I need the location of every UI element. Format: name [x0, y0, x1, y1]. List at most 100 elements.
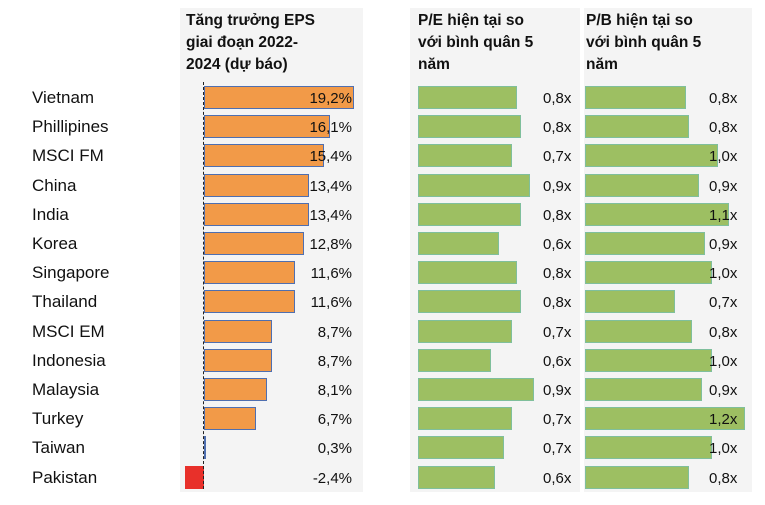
pe-value-korea: 0,6x	[543, 236, 572, 253]
pe-value-china: 0,9x	[543, 177, 572, 195]
eps-header-line-3: 2024 (dự báo)	[186, 56, 288, 73]
pb-value-taiwan: 1,0x	[709, 440, 738, 458]
pe-bar-indonesia	[418, 348, 491, 372]
eps-zero-axis	[203, 82, 204, 489]
pe-bar-vietnam	[418, 86, 517, 109]
country-label-indonesia: Indonesia	[32, 350, 106, 370]
pb-bar-malaysia	[585, 378, 702, 401]
eps-value-china: 13,4%	[309, 177, 352, 195]
pe-value-msci-em: 0,7x	[543, 323, 572, 341]
pe-value-turkey: 0,7x	[543, 411, 572, 429]
eps-bar-india	[204, 202, 309, 226]
pb-value-korea: 0,9x	[709, 236, 738, 253]
eps-header-line-2: giai đoạn 2022-	[186, 34, 298, 51]
country-label-malaysia: Malaysia	[32, 380, 100, 399]
eps-bar-malaysia	[204, 378, 268, 401]
pb-bar-india	[585, 202, 729, 226]
pb-header-line-3: năm	[586, 56, 618, 73]
eps-bar-china	[204, 173, 309, 197]
pb-bar-indonesia	[585, 348, 713, 372]
pe-value-singapore: 0,8x	[543, 265, 572, 283]
pe-bar-china	[418, 173, 530, 197]
eps-value-phillipines: 16,1%	[309, 119, 352, 137]
pb-value-india: 1,1x	[709, 206, 738, 224]
eps-bar-taiwan	[204, 436, 207, 460]
country-label-msci-em: MSCI EM	[32, 321, 105, 341]
eps-value-msci-em: 8,7%	[317, 323, 352, 341]
pb-bar-msci-fm	[585, 144, 719, 168]
country-label-taiwan: Taiwan	[32, 438, 85, 458]
country-label-thailand: Thailand	[32, 292, 98, 312]
country-label-india: India	[32, 204, 69, 224]
pb-bar-pakistan	[585, 465, 689, 489]
eps-bar-korea	[204, 232, 304, 255]
pe-bar-korea	[418, 232, 499, 255]
pb-bar-taiwan	[585, 436, 713, 460]
pb-value-vietnam: 0,8x	[709, 90, 738, 107]
pe-header-line-2: với bình quân 5	[418, 34, 534, 51]
pe-header-line-1: P/E hiện tại so	[418, 12, 524, 29]
pb-bar-vietnam	[585, 86, 686, 109]
eps-bar-phillipines	[204, 115, 330, 139]
eps-value-india: 13,4%	[309, 206, 352, 224]
eps-bar-thailand	[204, 290, 295, 314]
eps-value-thailand: 11,6%	[310, 294, 352, 312]
pe-header: P/E hiện tại so với bình quân 5 năm	[418, 10, 533, 76]
pe-bar-thailand	[418, 290, 521, 314]
pe-bar-msci-em	[418, 319, 512, 343]
pb-value-msci-fm: 1,0x	[709, 148, 738, 166]
eps-value-vietnam: 19,2%	[309, 90, 352, 107]
pe-value-malaysia: 0,9x	[543, 382, 572, 399]
pb-bar-msci-em	[585, 319, 692, 343]
pe-bar-malaysia	[418, 378, 534, 401]
eps-value-korea: 12,8%	[309, 236, 352, 253]
eps-value-malaysia: 8,1%	[317, 382, 352, 399]
pb-value-phillipines: 0,8x	[709, 119, 738, 137]
country-label-turkey: Turkey	[32, 409, 84, 429]
pe-bar-india	[418, 202, 521, 226]
pb-value-pakistan: 0,8x	[709, 469, 738, 487]
eps-value-taiwan: 0,3%	[317, 440, 352, 458]
eps-header-line-1: Tăng trưởng EPS	[186, 12, 316, 29]
pb-bar-thailand	[585, 290, 676, 314]
pe-value-pakistan: 0,6x	[543, 469, 572, 487]
pe-value-indonesia: 0,6x	[543, 352, 572, 370]
pb-value-turkey: 1,2x	[709, 411, 738, 429]
pb-bar-korea	[585, 232, 705, 255]
pb-header-line-1: P/B hiện tại so	[586, 12, 693, 29]
pe-bar-singapore	[418, 261, 517, 285]
pb-bar-turkey	[585, 407, 745, 431]
eps-value-indonesia: 8,7%	[317, 352, 352, 370]
eps-value-turkey: 6,7%	[317, 411, 352, 429]
pb-value-indonesia: 1,0x	[709, 352, 738, 370]
pe-bar-taiwan	[418, 436, 504, 460]
pb-header: P/B hiện tại so với bình quân 5 năm	[586, 10, 701, 76]
pb-bar-phillipines	[585, 115, 689, 139]
pb-bar-singapore	[585, 261, 713, 285]
eps-bar-pakistan	[185, 465, 204, 489]
pb-value-msci-em: 0,8x	[709, 323, 738, 341]
pe-value-thailand: 0,8x	[543, 294, 572, 312]
pb-value-thailand: 0,7x	[709, 294, 738, 312]
eps-header: Tăng trưởng EPS giai đoạn 2022- 2024 (dự…	[186, 10, 315, 76]
pb-header-line-2: với bình quân 5	[586, 34, 702, 51]
pe-bar-pakistan	[418, 465, 495, 489]
eps-bar-msci-fm	[204, 144, 325, 168]
pe-value-vietnam: 0,8x	[543, 90, 572, 107]
pe-value-taiwan: 0,7x	[543, 440, 572, 458]
pe-bar-msci-fm	[418, 144, 512, 168]
country-label-phillipines: Phillipines	[32, 117, 109, 137]
eps-value-pakistan: -2,4%	[312, 469, 352, 487]
eps-bar-indonesia	[204, 348, 272, 372]
pb-bar-china	[585, 173, 699, 197]
pb-value-singapore: 1,0x	[709, 265, 738, 283]
country-label-china: China	[32, 175, 77, 195]
pe-value-india: 0,8x	[543, 206, 572, 224]
eps-bar-turkey	[204, 407, 257, 431]
country-label-singapore: Singapore	[32, 263, 110, 283]
pe-value-msci-fm: 0,7x	[543, 148, 572, 166]
country-label-vietnam: Vietnam	[32, 88, 95, 107]
eps-value-singapore: 11,6%	[310, 265, 352, 283]
eps-bar-vietnam	[204, 86, 354, 109]
pe-header-line-3: năm	[418, 56, 450, 73]
